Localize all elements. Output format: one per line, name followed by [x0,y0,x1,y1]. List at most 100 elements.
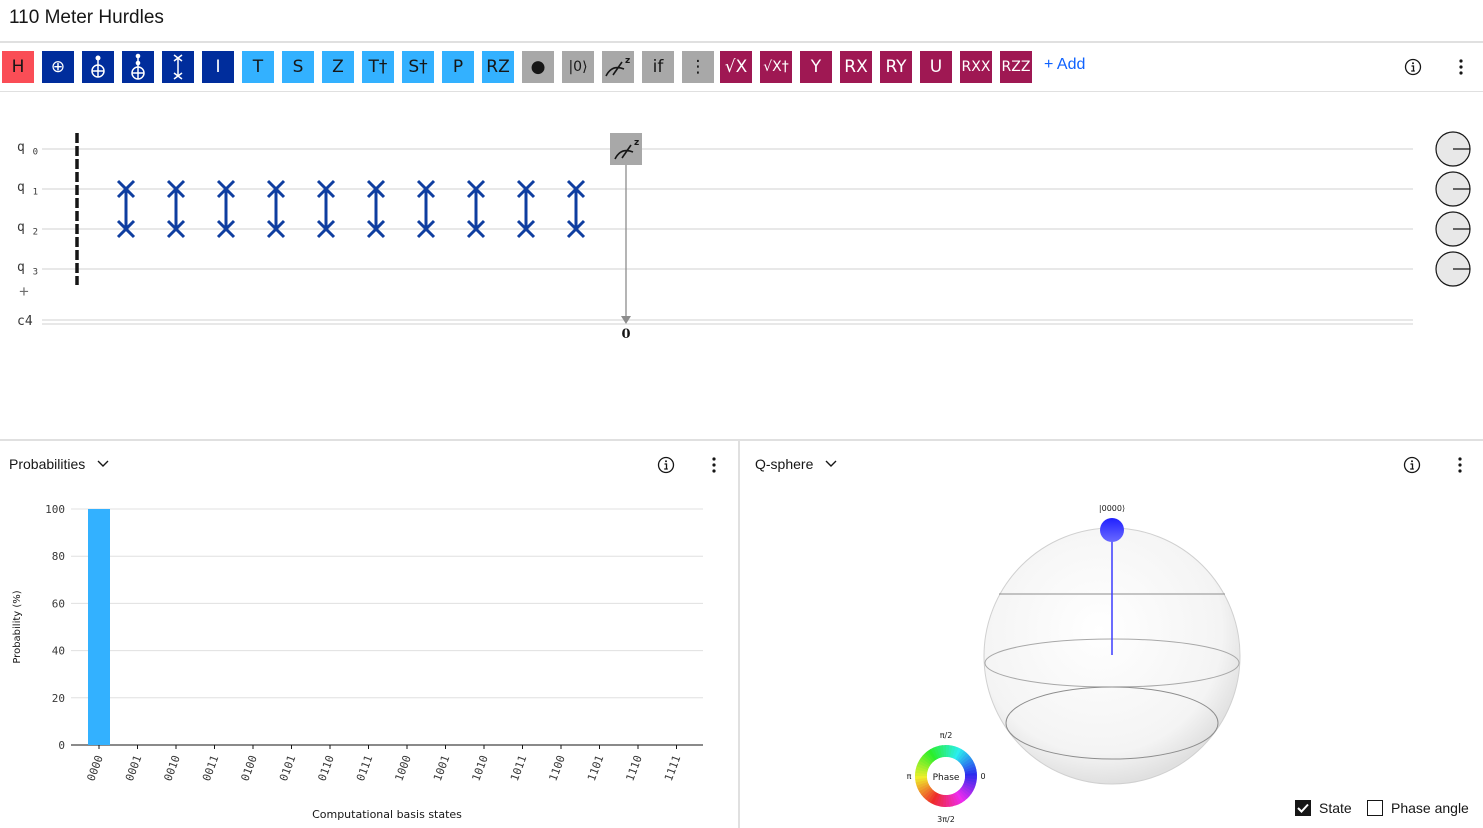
gate-rz-button[interactable]: RZ [482,51,514,83]
swap-gate[interactable] [466,179,486,239]
checkbox-box [1367,800,1383,816]
phase-right: 0 [980,772,985,781]
checkmark-icon [1295,800,1311,816]
qsphere-view-select[interactable]: Q-sphere [755,456,837,472]
state-label: |0000⟩ [1099,504,1125,513]
gate-cnot-button[interactable]: ⊕ [42,51,74,83]
y-tick-label: 0 [58,739,65,752]
qsphere-title: Q-sphere [755,456,814,472]
chevron-down-icon [825,460,837,467]
measure-target-label: 0 [621,327,630,342]
add-qubit-button[interactable]: + [19,282,29,301]
qsphere-info-icon[interactable] [1402,455,1422,475]
x-tick-label: 1001 [431,754,452,783]
y-tick-label: 40 [52,645,65,658]
swap-gates [116,179,586,239]
gate-sx-button[interactable]: √X [720,51,752,83]
measure-gate: z [610,133,642,324]
x-tick-label: 1111 [662,754,683,783]
gate-rx-button[interactable]: RX [840,51,872,83]
gate-tdg-button[interactable]: T† [362,51,394,83]
gate-rzz-button[interactable]: RZZ [1000,51,1032,83]
lower-latitude [1005,686,1219,760]
gate-s-button[interactable]: S [282,51,314,83]
swap-gate[interactable] [566,179,586,239]
swap-gate[interactable] [116,179,136,239]
gate-toffoli-button[interactable] [122,51,154,83]
circuit-canvas: q 0 q 1 q 2 q 3 + c4 z 0 [0,92,1483,438]
gate-sxdg-button[interactable]: √X† [760,51,792,83]
qubit-label-3: q 3 [17,260,39,278]
gate-cnot-c-button[interactable] [82,51,114,83]
probabilities-overflow-icon[interactable] [704,455,724,475]
phase-bottom: 3π/2 [937,815,955,824]
swap-gate[interactable] [366,179,386,239]
gate-z-button[interactable]: Z [322,51,354,83]
x-tick-label: 0000 [85,754,106,783]
x-axis-label: Computational basis states [312,808,462,821]
toolbar-divider [0,91,1483,92]
page-title: 110 Meter Hurdles [9,7,164,28]
gate-ry-button[interactable]: RY [880,51,912,83]
panel-divider-vertical [738,441,740,828]
x-tick-label: 0100 [239,754,260,783]
panel-divider-horizontal [0,439,1483,441]
svg-text:z: z [634,138,639,148]
y-tick-label: 60 [52,597,65,610]
probabilities-title: Probabilities [9,456,86,472]
qubit-label-0: q 0 [17,140,39,158]
qubit-output-indicators [1435,131,1471,287]
x-tick-label: 1100 [547,754,568,783]
phase-label: Phase [933,773,960,783]
x-tick-label: 1010 [470,754,491,783]
info-icon[interactable] [1402,56,1424,78]
gate-sdg-button[interactable]: S† [402,51,434,83]
probabilities-view-select[interactable]: Probabilities [9,456,109,472]
swap-gate[interactable] [166,179,186,239]
gate-p-button[interactable]: P [442,51,474,83]
probabilities-info-icon[interactable] [656,455,676,475]
classical-register-label: c4 [17,314,33,329]
gate-i-button[interactable]: I [202,51,234,83]
swap-gate[interactable] [516,179,536,239]
swap-gate[interactable] [266,179,286,239]
x-tick-label: 0101 [277,754,298,783]
x-tick-label: 1000 [393,754,414,783]
swap-gate[interactable] [216,179,236,239]
qsphere-overflow-icon[interactable] [1450,455,1470,475]
phase-angle-checkbox[interactable]: Phase angle [1367,800,1469,816]
x-tick-label: 0010 [162,754,183,783]
x-tick-label: 1101 [585,754,606,783]
gate-swap-button[interactable] [162,51,194,83]
phase-top: π/2 [940,731,953,740]
x-tick-label: 0110 [316,754,337,783]
state-checkbox-label: State [1319,800,1352,816]
y-axis-label: Probability (%) [12,590,23,663]
x-tick-label: 1110 [624,754,645,783]
overflow-menu-icon[interactable] [1450,56,1472,78]
swap-gate[interactable] [416,179,436,239]
gate-toolbar: + Add H ⊕ I T S Z T† S† P RZ ● |0⟩ z if ⋮ √X √X† Y RX RY U RX… [0,51,1483,83]
qsphere-diagram: |0000⟩ Phase π/2 π 0 3π/2 [907,504,1241,824]
y-tick-label: 100 [45,503,65,516]
phase-angle-checkbox-label: Phase angle [1391,800,1469,816]
gate-reset-button[interactable]: |0⟩ [562,51,594,83]
gate-dot-button[interactable]: ● [522,51,554,83]
gate-t-button[interactable]: T [242,51,274,83]
y-tick-label: 80 [52,550,65,563]
gate-rxx-button[interactable]: RXX [960,51,992,83]
bar[interactable] [88,509,110,745]
gate-h-button[interactable]: H [2,51,34,83]
qubit-label-2: q 2 [17,220,39,238]
gate-if-button[interactable]: if [642,51,674,83]
add-gate-button[interactable]: + Add [1044,56,1086,73]
gate-barrier-button[interactable]: ⋮ [682,51,714,83]
circuit-diagram: z 0 [42,131,1471,342]
state-checkbox[interactable]: State [1295,800,1352,816]
swap-gate[interactable] [316,179,336,239]
phase-left: π [907,772,912,781]
gate-y-button[interactable]: Y [800,51,832,83]
gate-u-button[interactable]: U [920,51,952,83]
probabilities-chart: 0 20 40 60 80 100 0000 0001 0010 0011 0100 0101 0110… [12,503,703,821]
gate-measure-button[interactable]: z [602,51,634,83]
